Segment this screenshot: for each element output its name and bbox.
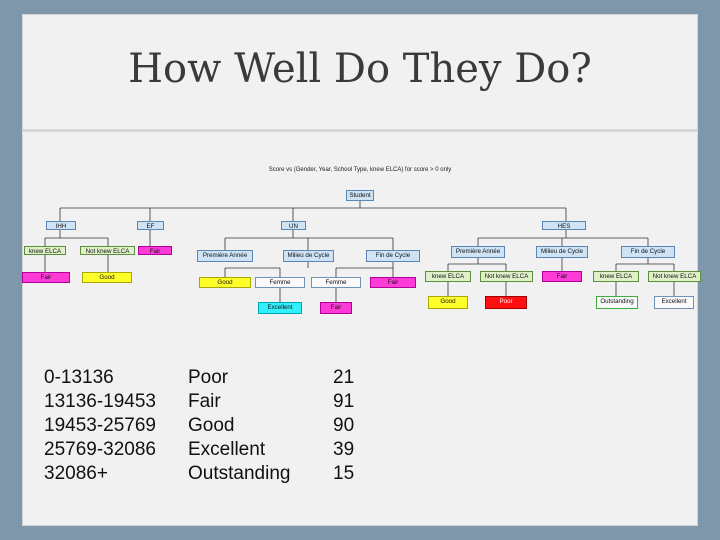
score-range-excellent: 25769-32086	[44, 439, 156, 460]
tree-title: Score vs (Gender, Year, School Type, kne…	[268, 167, 452, 173]
node-hes-milieu-fair: Fair	[542, 271, 582, 282]
score-range-fair: 13136-19453	[44, 391, 156, 412]
grade-fair: Fair	[188, 391, 221, 412]
node-hes-premiere-knew-elca: knew ELCA	[425, 271, 471, 282]
title-divider	[22, 129, 698, 132]
node-ef: EF	[137, 221, 164, 230]
node-ihh-notknew-good: Good	[82, 272, 132, 283]
node-un-premiere-annee: Première Année	[197, 250, 253, 262]
node-student: Student	[346, 190, 374, 201]
score-range-outstanding: 32086+	[44, 463, 108, 484]
grade-poor: Poor	[188, 367, 229, 388]
count-outstanding: 15	[333, 463, 355, 484]
node-hes-fin-de-cycle: Fin de Cycle	[621, 246, 675, 258]
slide-title: How Well Do They Do?	[128, 46, 592, 92]
node-ihh-not-knew-elca: Not knew ELCA	[80, 246, 135, 255]
node-ihh: IHH	[46, 221, 76, 230]
score-range-column: 0-13136 13136-19453 19453-25769 25769-32…	[44, 366, 156, 486]
node-hes-fin-notknew-excellent: Excellent	[654, 296, 694, 309]
node-hes-premiere-notknew-poor: Poor	[485, 296, 527, 309]
node-hes-premiere-knew-good: Good	[428, 296, 468, 309]
node-ihh-knew-elca: knew ELCA	[24, 246, 66, 255]
grade-outstanding: Outstanding	[188, 463, 291, 484]
node-un-femme-excellent: Excellent	[258, 302, 302, 314]
node-hes-premiere-annee: Première Année	[451, 246, 505, 258]
score-range-good: 19453-25769	[44, 415, 156, 436]
node-hes-fin-knew-elca: knew ELCA	[593, 271, 639, 282]
grade-column: Poor Fair Good Excellent Outstanding	[188, 366, 290, 486]
node-un-femme-fair: Fair	[320, 302, 352, 314]
node-hes-premiere-not-knew-elca: Not knew ELCA	[480, 271, 533, 282]
node-ef-fair: Fair	[138, 246, 172, 255]
count-excellent: 39	[333, 439, 355, 460]
node-un: UN	[281, 221, 306, 230]
node-ihh-knew-fair: Fair	[22, 272, 70, 283]
count-poor: 21	[333, 367, 355, 388]
node-un-fin-femme: Femme	[311, 277, 361, 288]
node-un-milieu-femme: Femme	[255, 277, 305, 288]
count-good: 90	[333, 415, 355, 436]
count-fair: 91	[333, 391, 355, 412]
node-un-fin-fair: Fair	[370, 277, 416, 288]
node-hes-fin-not-knew-elca: Not knew ELCA	[648, 271, 701, 282]
grade-excellent: Excellent	[188, 439, 266, 460]
node-hes-milieu-de-cycle: Milieu de Cycle	[536, 246, 588, 258]
node-un-milieu-good: Good	[199, 277, 251, 288]
node-un-milieu-de-cycle: Milieu de Cycle	[283, 250, 334, 262]
node-hes-fin-knew-outstanding: Outstanding	[596, 296, 638, 309]
slide	[22, 14, 698, 526]
node-un-fin-de-cycle: Fin de Cycle	[366, 250, 420, 262]
grade-good: Good	[188, 415, 235, 436]
count-column: 21 91 90 39 15	[333, 366, 354, 486]
node-hes: HES	[542, 221, 586, 230]
score-range-poor: 0-13136	[44, 367, 114, 388]
